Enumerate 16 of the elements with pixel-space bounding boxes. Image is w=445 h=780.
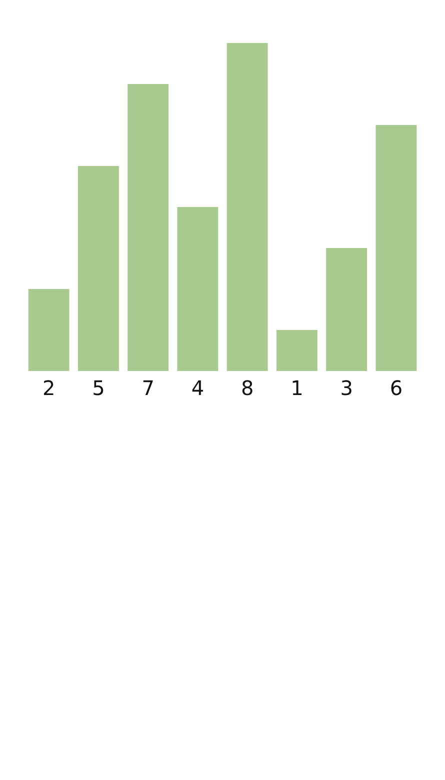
x-tick-label: 6 [390, 376, 403, 400]
x-tick-label: 3 [340, 376, 353, 400]
x-tick-label: 8 [240, 376, 254, 400]
bar [226, 43, 268, 371]
bar [276, 330, 318, 371]
x-tick-label: 7 [142, 376, 154, 400]
bar [128, 84, 169, 371]
bar [177, 207, 218, 371]
bar [28, 289, 70, 371]
x-tick-label: 2 [42, 376, 56, 400]
x-tick-label: 5 [92, 376, 105, 400]
bar [326, 248, 368, 371]
bar [376, 125, 417, 371]
bar [78, 166, 119, 371]
x-tick-label: 1 [290, 376, 304, 400]
x-tick-label: 4 [191, 376, 204, 400]
